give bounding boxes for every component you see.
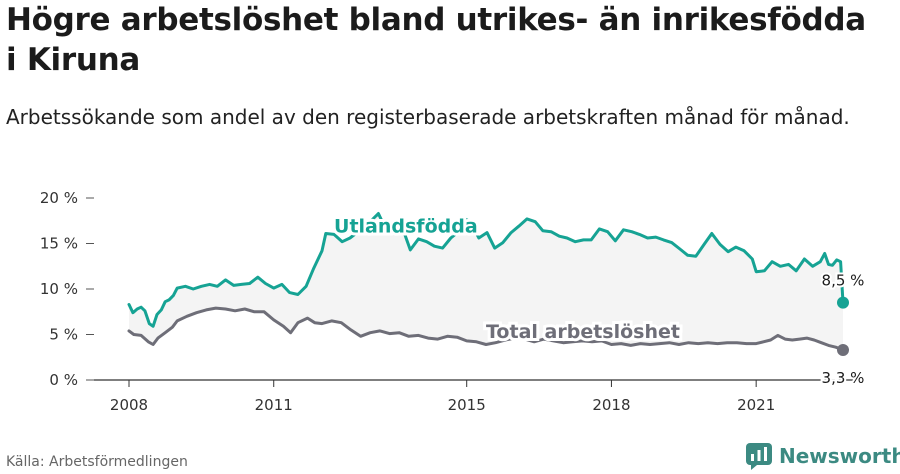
series-name-label: Total arbetslöshet: [486, 321, 680, 343]
brand[interactable]: Newsworthy: [745, 442, 900, 470]
series-end-marker: [837, 296, 849, 309]
chart-title: Högre arbetslöshet bland utrikes- än inr…: [6, 2, 866, 78]
chart-subtitle: Arbetssökande som andel av den registerb…: [6, 105, 850, 129]
series-end-value: 8,5 %: [822, 272, 865, 290]
series-end-marker: [837, 343, 849, 356]
series-name-label: Utlandsfödda: [334, 216, 478, 238]
y-tick-label: 0 %: [49, 371, 78, 389]
axis-layer: 0 % 5 % 10 % 15 % 20 % 2008 2011 2015 2018 2021: [40, 189, 862, 414]
shaded-gap-area: [129, 213, 843, 350]
x-tick-label: 2015: [448, 396, 486, 414]
series-line: [127, 306, 845, 352]
series-layer: [127, 212, 849, 356]
brand-name: Newsworthy: [779, 444, 900, 468]
x-tick-label: 2018: [592, 396, 630, 414]
y-tick-label: 10 %: [40, 280, 78, 298]
series-end-value: 3,3 %: [822, 369, 865, 387]
y-tick-label: 15 %: [40, 235, 78, 253]
newsworthy-logo-icon: [746, 443, 772, 470]
x-tick-label: 2021: [737, 396, 775, 414]
x-tick-label: 2008: [110, 396, 148, 414]
y-tick-label: 20 %: [40, 189, 78, 207]
label-layer: 8,5 % Utlandsfödda 3,3 % Total arbetslöshet: [331, 213, 866, 389]
x-tick-label: 2011: [255, 396, 293, 414]
shade-layer: [129, 213, 843, 350]
source-note: Källa: Arbetsförmedlingen: [6, 454, 188, 470]
series-line: [127, 212, 845, 328]
y-tick-label: 5 %: [49, 326, 78, 344]
